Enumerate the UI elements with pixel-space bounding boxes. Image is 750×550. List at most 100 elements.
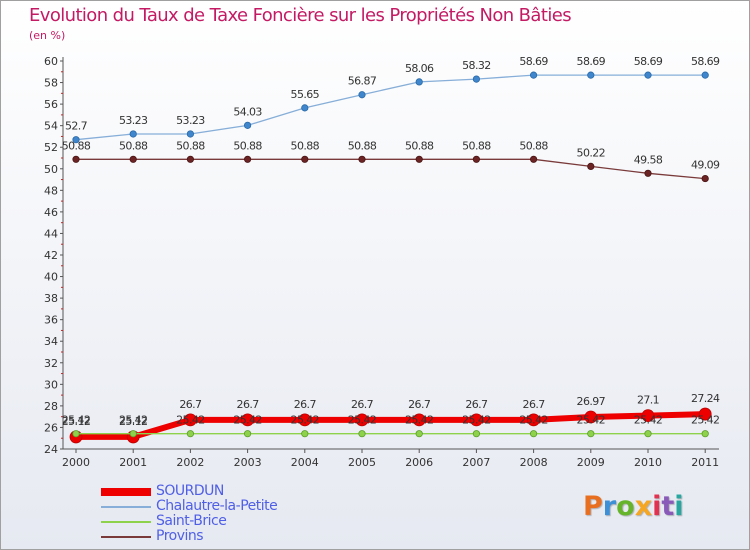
y-tick-label: 26 <box>44 421 58 434</box>
data-point <box>129 430 137 438</box>
data-point <box>301 104 309 112</box>
x-tick-label: 2006 <box>405 456 433 469</box>
data-label: 26.7 <box>523 398 546 411</box>
data-point <box>701 430 709 438</box>
data-label: 25.42 <box>691 414 720 427</box>
data-point <box>472 155 480 163</box>
data-point <box>529 430 538 438</box>
data-point <box>529 155 538 163</box>
y-tick-label: 28 <box>44 400 58 413</box>
data-label: 50.88 <box>62 139 91 152</box>
y-tick-label: 50 <box>44 163 58 176</box>
x-tick-label: 2008 <box>520 456 548 469</box>
legend-label: SOURDUN <box>156 483 224 499</box>
y-tick-label: 46 <box>44 206 58 219</box>
data-label: 26.7 <box>351 398 374 411</box>
logo-letter: r <box>602 491 617 522</box>
data-label: 58.06 <box>405 62 434 75</box>
data-point <box>129 155 137 163</box>
data-label: 25.42 <box>405 414 434 427</box>
data-label: 25.42 <box>291 414 320 427</box>
y-tick-label: 52 <box>44 141 58 154</box>
data-point <box>301 155 309 163</box>
data-label: 56.87 <box>348 75 377 88</box>
data-label: 58.32 <box>462 59 491 72</box>
data-label: 58.69 <box>691 55 720 68</box>
data-point <box>183 413 197 427</box>
x-tick-label: 2007 <box>462 456 490 469</box>
data-point <box>701 71 709 79</box>
x-tick-label: 2003 <box>234 456 262 469</box>
data-label: 25.42 <box>462 414 491 427</box>
data-point <box>527 413 540 427</box>
y-axis-unit-label: (en %) <box>29 29 66 42</box>
axes: 24 26 28 30 32 34 36 38 40 42 44 46 48 50 52 54 56 58 60 20… <box>44 55 719 469</box>
data-point <box>641 409 655 422</box>
data-point <box>415 78 423 86</box>
data-point <box>72 155 80 163</box>
data-point <box>587 71 595 79</box>
data-label: 26.7 <box>408 398 431 411</box>
data-point <box>72 430 80 438</box>
data-point <box>244 430 252 438</box>
logo-letter: x <box>634 491 653 522</box>
data-point <box>587 162 595 171</box>
data-point <box>472 75 480 83</box>
x-tick-label: 2002 <box>176 456 204 469</box>
data-label: 26.7 <box>294 398 317 411</box>
data-point <box>186 155 194 163</box>
data-point <box>244 155 252 163</box>
data-label: 26.7 <box>465 398 488 411</box>
y-tick-label: 58 <box>44 77 58 90</box>
data-point <box>415 155 423 163</box>
data-label: 25.42 <box>348 414 377 427</box>
data-point <box>355 413 369 427</box>
data-labels: 25.12 25.12 26.7 26.7 26.7 26.7 26.7 26.7 26.7 26… <box>62 55 721 428</box>
y-tick-label: 36 <box>44 314 58 327</box>
y-tick-label: 44 <box>44 227 58 240</box>
y-tick-label: 40 <box>44 271 58 284</box>
data-label: 50.88 <box>233 139 262 152</box>
logo-letter: t <box>661 491 675 522</box>
logo-letter: i <box>652 491 662 522</box>
data-label: 53.23 <box>119 114 148 127</box>
data-label: 26.7 <box>179 398 202 411</box>
data-label: 50.88 <box>462 139 491 152</box>
data-point <box>698 407 712 421</box>
data-point <box>186 430 194 438</box>
data-point <box>412 413 426 427</box>
data-label: 50.88 <box>405 139 434 152</box>
data-label: 50.88 <box>519 139 548 152</box>
data-label: 25.42 <box>577 414 606 427</box>
data-point <box>358 155 366 163</box>
legend-swatch <box>101 506 151 508</box>
legend-label: Provins <box>156 528 204 544</box>
data-point <box>701 174 709 183</box>
series-lines <box>69 71 712 444</box>
data-point <box>186 130 194 138</box>
data-label: 25.42 <box>62 414 91 427</box>
y-tick-label: 32 <box>44 357 58 370</box>
data-label: 26.97 <box>577 395 606 408</box>
y-tick-label: 56 <box>44 98 58 111</box>
data-label: 54.03 <box>233 105 262 118</box>
data-label: 50.88 <box>348 139 377 152</box>
data-label: 58.69 <box>519 55 548 68</box>
x-tick-label: 2000 <box>62 456 90 469</box>
data-label: 25.42 <box>176 414 205 427</box>
data-point <box>644 169 652 177</box>
x-tick-label: 2005 <box>348 456 376 469</box>
data-label: 27.1 <box>637 394 659 407</box>
y-tick-label: 54 <box>44 120 58 133</box>
data-point <box>529 71 538 79</box>
data-point <box>244 121 252 129</box>
legend-label: Saint-Brice <box>156 513 227 529</box>
data-label: 25.12 <box>119 415 148 428</box>
data-point <box>129 130 137 138</box>
data-point <box>584 410 598 424</box>
data-point <box>644 71 652 79</box>
data-point <box>469 413 483 427</box>
data-label: 27.24 <box>691 392 720 405</box>
